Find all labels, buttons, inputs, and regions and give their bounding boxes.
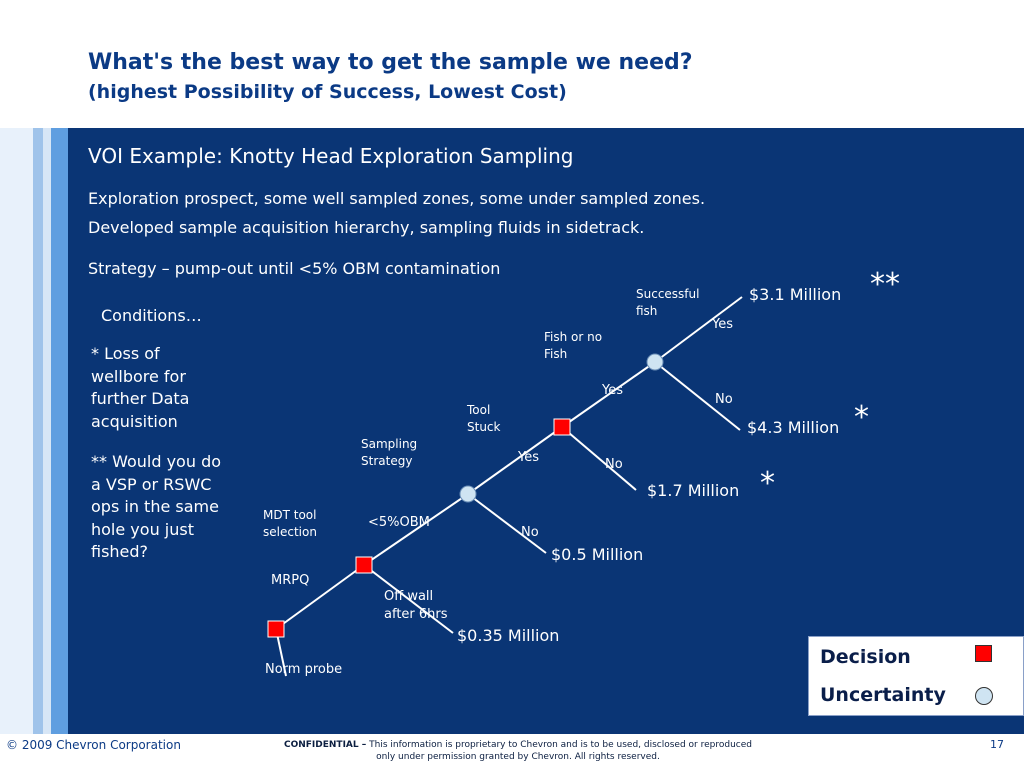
branch-line-stuck-no bbox=[467, 493, 547, 554]
legend-uncertainty-swatch bbox=[975, 687, 993, 705]
decor-stripe-2 bbox=[33, 128, 43, 734]
slide-header: What's the best way to get the sample we… bbox=[0, 0, 1024, 128]
content-panel bbox=[68, 128, 1024, 734]
footer-page-number: 17 bbox=[990, 738, 1004, 751]
outcome-fail-fish-mark: * bbox=[854, 400, 869, 435]
footer-copyright: © 2009 Chevron Corporation bbox=[6, 738, 181, 752]
footer-confidential: CONFIDENTIAL – This information is propr… bbox=[283, 739, 753, 763]
conditions-title: Conditions… bbox=[101, 306, 202, 325]
branch-line-stuck-yes bbox=[467, 426, 563, 495]
node-label-successful-fish: Successful fish bbox=[636, 287, 700, 318]
decision-node-sampling bbox=[355, 556, 373, 574]
strategy-text: Strategy – pump-out until <5% OBM contam… bbox=[88, 259, 501, 278]
confidential-label: CONFIDENTIAL – bbox=[284, 740, 367, 750]
legend-decision-swatch bbox=[975, 645, 992, 662]
legend-uncertainty-label: Uncertainty bbox=[820, 684, 946, 706]
branch-line-fish-yes bbox=[561, 361, 656, 428]
decor-stripe-4 bbox=[51, 128, 68, 734]
decision-node-mdt bbox=[267, 620, 285, 638]
branch-line-obm bbox=[363, 493, 469, 566]
description-line-1: Exploration prospect, some well sampled … bbox=[88, 189, 706, 208]
decor-stripe-1 bbox=[0, 128, 33, 734]
uncertainty-node-successful-fish bbox=[646, 353, 664, 371]
node-label-mdt-tool-selection: MDT tool selection bbox=[263, 507, 338, 541]
confidential-text: This information is proprietary to Chevr… bbox=[369, 740, 752, 762]
node-label-fish-or-no-fish: Fish or no Fish bbox=[544, 330, 603, 361]
branch-label-mrpq: MRPQ bbox=[271, 573, 310, 588]
legend-box: Decision Uncertainty bbox=[808, 636, 1024, 716]
branch-line-success-no bbox=[654, 361, 741, 431]
branch-line-mrpq bbox=[275, 564, 365, 630]
outcome-not-stuck-mark: * bbox=[760, 466, 775, 501]
branch-line-success-yes bbox=[654, 296, 743, 363]
outcome-obm-no: $0.5 Million bbox=[551, 545, 644, 564]
slide-subtitle: (highest Possibility of Success, Lowest … bbox=[88, 81, 567, 103]
branch-label-off-wall: Off wall after 6hrs bbox=[384, 589, 448, 622]
branch-label-success-yes: Yes bbox=[712, 317, 733, 332]
mdt-label-text: MDT tool selection bbox=[263, 508, 317, 539]
decision-node-fish bbox=[553, 418, 571, 436]
node-label-sampling-strategy: Sampling Strategy bbox=[361, 437, 418, 468]
outcome-fail-fish: $4.3 Million bbox=[747, 418, 840, 437]
branch-label-norm-probe: Norm probe bbox=[265, 662, 343, 677]
branch-line-off-wall bbox=[363, 564, 454, 634]
outcome-off-wall: $0.35 Million bbox=[457, 626, 560, 645]
outcome-success: $3.1 Million bbox=[749, 285, 842, 304]
description-line-2: Developed sample acquisition hierarchy, … bbox=[88, 218, 645, 237]
branch-label-obm: <5%OBM bbox=[368, 515, 430, 530]
outcome-not-stuck: $1.7 Million bbox=[647, 481, 740, 500]
outcome-success-mark: ** bbox=[870, 267, 900, 302]
decor-stripe-3 bbox=[43, 128, 51, 734]
branch-line-fish-no bbox=[561, 426, 637, 491]
condition-1: * Loss of wellbore for further Data acqu… bbox=[91, 344, 190, 431]
legend-decision-label: Decision bbox=[820, 646, 911, 668]
branch-label-fish-no: No bbox=[605, 457, 623, 472]
branch-label-stuck-yes: Yes bbox=[518, 450, 539, 465]
branch-label-success-no: No bbox=[715, 392, 733, 407]
branch-label-fish-yes: Yes bbox=[602, 383, 623, 398]
uncertainty-node-tool-stuck bbox=[459, 485, 477, 503]
condition-2: ** Would you do a VSP or RSWC ops in the… bbox=[91, 452, 222, 561]
section-heading: VOI Example: Knotty Head Exploration Sam… bbox=[88, 144, 574, 168]
node-label-tool-stuck: Tool Stuck bbox=[467, 403, 501, 434]
branch-label-stuck-no: No bbox=[521, 525, 539, 540]
slide-title: What's the best way to get the sample we… bbox=[88, 50, 693, 75]
